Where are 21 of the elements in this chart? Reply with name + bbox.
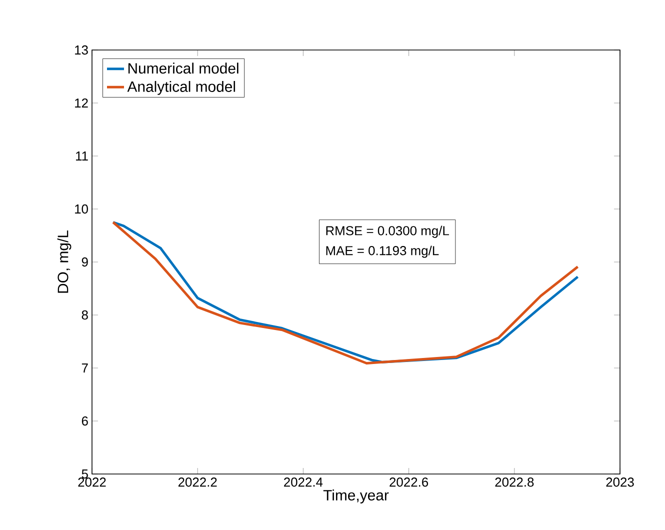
- y-tick-label: 12: [75, 98, 88, 108]
- annotation: MAE = 0.1193 mg/L: [326, 246, 439, 258]
- y-tick-label: 5: [82, 469, 88, 479]
- legend-label: Numerical model: [128, 62, 238, 74]
- y-tick-label: 10: [75, 204, 88, 214]
- x-axis-title: Time,year: [323, 490, 389, 504]
- annotation: RMSE = 0.0300 mg/L: [326, 226, 449, 238]
- y-tick-label: 11: [76, 152, 88, 160]
- y-tick-label: 8: [82, 310, 88, 320]
- x-tick-label: 2022.8: [495, 478, 534, 487]
- y-tick-label: 9: [82, 257, 88, 267]
- x-tick-label: 2023: [606, 478, 634, 487]
- x-tick-label: 2022.2: [178, 478, 217, 487]
- legend-label: Analytical model: [127, 80, 236, 95]
- y-axis-title: DO, mg/L: [57, 230, 72, 293]
- y-tick-label: 13: [75, 45, 88, 55]
- x-tick-label: 2022.6: [390, 478, 428, 487]
- y-tick-label: 7: [82, 364, 88, 372]
- x-tick-label: 2022: [78, 478, 106, 487]
- x-tick-label: 2022.4: [284, 478, 323, 487]
- y-tick-label: 6: [82, 416, 88, 426]
